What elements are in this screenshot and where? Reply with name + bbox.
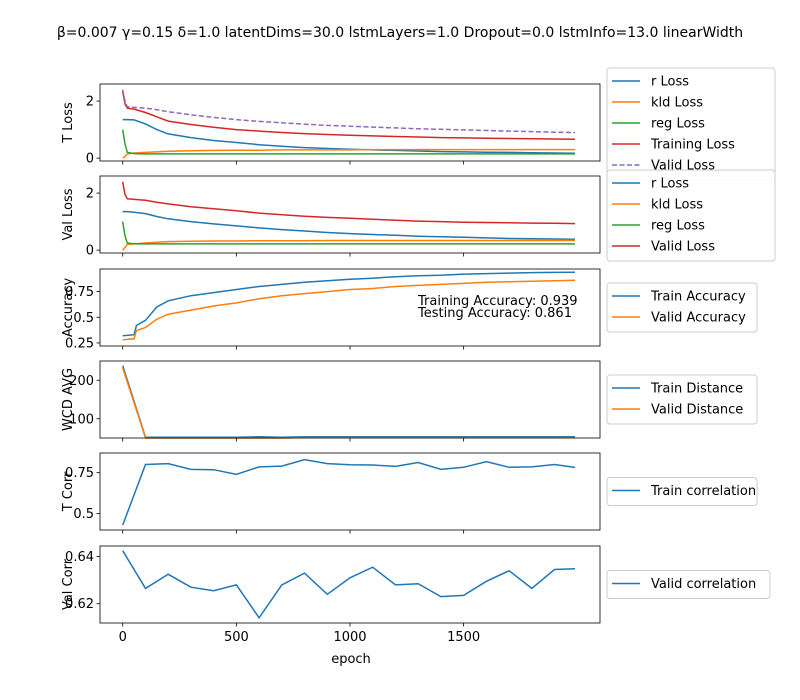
- y-axis-label: Val Corr: [61, 558, 76, 610]
- legend-box: [606, 374, 758, 425]
- series-line-valid-loss: [121, 89, 576, 134]
- legend-box: [606, 477, 758, 506]
- subplot-2: 0 2 Val Loss r Loss kld Loss reg Loss Valid Lo…: [61, 169, 776, 262]
- legend-label: reg Loss: [651, 219, 705, 234]
- series-line-valid-correlation: [122, 550, 576, 620]
- series-line-reg-loss: [121, 129, 575, 155]
- accuracy-annotation: Testing Accuracy: 0.861: [417, 306, 572, 321]
- y-tick-label: 0: [86, 244, 94, 259]
- legend-label: Valid Loss: [651, 240, 715, 255]
- y-tick-label: 0.64: [65, 550, 94, 565]
- x-tick-label: 1000: [333, 630, 366, 645]
- plot-frame: [99, 360, 601, 439]
- figure-title: β=0.007 γ=0.15 δ=1.0 latentDims=30.0 lst…: [57, 25, 743, 41]
- x-tick-label: 1500: [447, 630, 480, 645]
- series-line-valid-loss: [121, 181, 576, 225]
- legend-label: Train correlation: [650, 484, 756, 499]
- legend: Valid correlation: [606, 570, 771, 599]
- series-line-r-loss: [122, 210, 576, 241]
- subplot-stack: 0 2 T Loss r Loss kld Loss reg Loss Training L…: [61, 67, 776, 645]
- legend-label: Valid Accuracy: [651, 311, 746, 326]
- legend-box: [606, 570, 771, 599]
- legend-label: Valid correlation: [651, 577, 756, 592]
- y-tick-label: 0: [86, 152, 94, 167]
- legend-label: Valid Distance: [651, 403, 743, 418]
- legend: Train Distance Valid Distance: [606, 374, 758, 425]
- series-line-train-accuracy: [122, 271, 576, 337]
- y-tick-label: 0.75: [65, 466, 94, 481]
- y-tick-label: 2: [86, 95, 94, 110]
- legend-label: r Loss: [651, 177, 689, 192]
- plot-frame: [99, 545, 601, 624]
- x-tick-label: 500: [224, 630, 249, 645]
- legend-label: reg Loss: [651, 117, 705, 132]
- x-tick-label: 0: [119, 630, 127, 645]
- y-tick-label: 100: [69, 412, 94, 427]
- legend: r Loss kld Loss reg Loss Valid Loss: [606, 169, 776, 262]
- legend-label: r Loss: [651, 75, 689, 90]
- y-axis-label: T Corr: [61, 471, 76, 512]
- series-line-training-loss: [121, 90, 576, 141]
- y-tick-label: 0.75: [65, 285, 94, 300]
- legend: Train Accuracy Valid Accuracy: [606, 282, 758, 333]
- legend-label: kld Loss: [651, 96, 703, 111]
- legend-label: kld Loss: [651, 198, 703, 213]
- y-tick-label: 200: [69, 374, 94, 389]
- accuracy-annotation: Training Accuracy: 0.939: [417, 294, 578, 309]
- legend-label: Train Distance: [650, 382, 743, 397]
- y-axis-label: T Loss: [61, 102, 76, 144]
- series-line-reg-loss: [121, 221, 575, 245]
- subplot-5: 0.5 0.75T Corr Train correlation: [61, 452, 758, 534]
- y-tick-label: 2: [86, 187, 94, 202]
- y-axis-label: Accuracy: [61, 278, 76, 338]
- y-tick-label: 0.25: [65, 336, 94, 351]
- y-tick-label: 0.62: [65, 597, 94, 612]
- legend: Train correlation: [606, 477, 758, 506]
- legend-box: [606, 282, 758, 333]
- legend-label: Train Accuracy: [650, 290, 746, 305]
- y-axis-label: WCD AVG: [61, 368, 76, 431]
- y-tick-label: 0.5: [73, 507, 94, 522]
- series-line-kld-loss: [122, 148, 575, 159]
- y-tick-label: 0.5: [73, 311, 94, 326]
- series-line-valid-accuracy: [122, 279, 576, 341]
- series-line-r-loss: [122, 118, 576, 155]
- subplot-1: 0 2 T Loss r Loss kld Loss reg Loss Training L…: [61, 67, 776, 181]
- x-axis-label: epoch: [331, 652, 371, 667]
- legend-box: [606, 169, 776, 262]
- series-line-valid-distance: [121, 367, 575, 439]
- y-axis-label: Val Loss: [61, 188, 76, 240]
- series-line-kld-loss: [122, 239, 575, 251]
- series-line-train-correlation: [121, 458, 576, 526]
- legend-label: Training Loss: [650, 138, 735, 153]
- series-line-train-distance: [121, 365, 575, 438]
